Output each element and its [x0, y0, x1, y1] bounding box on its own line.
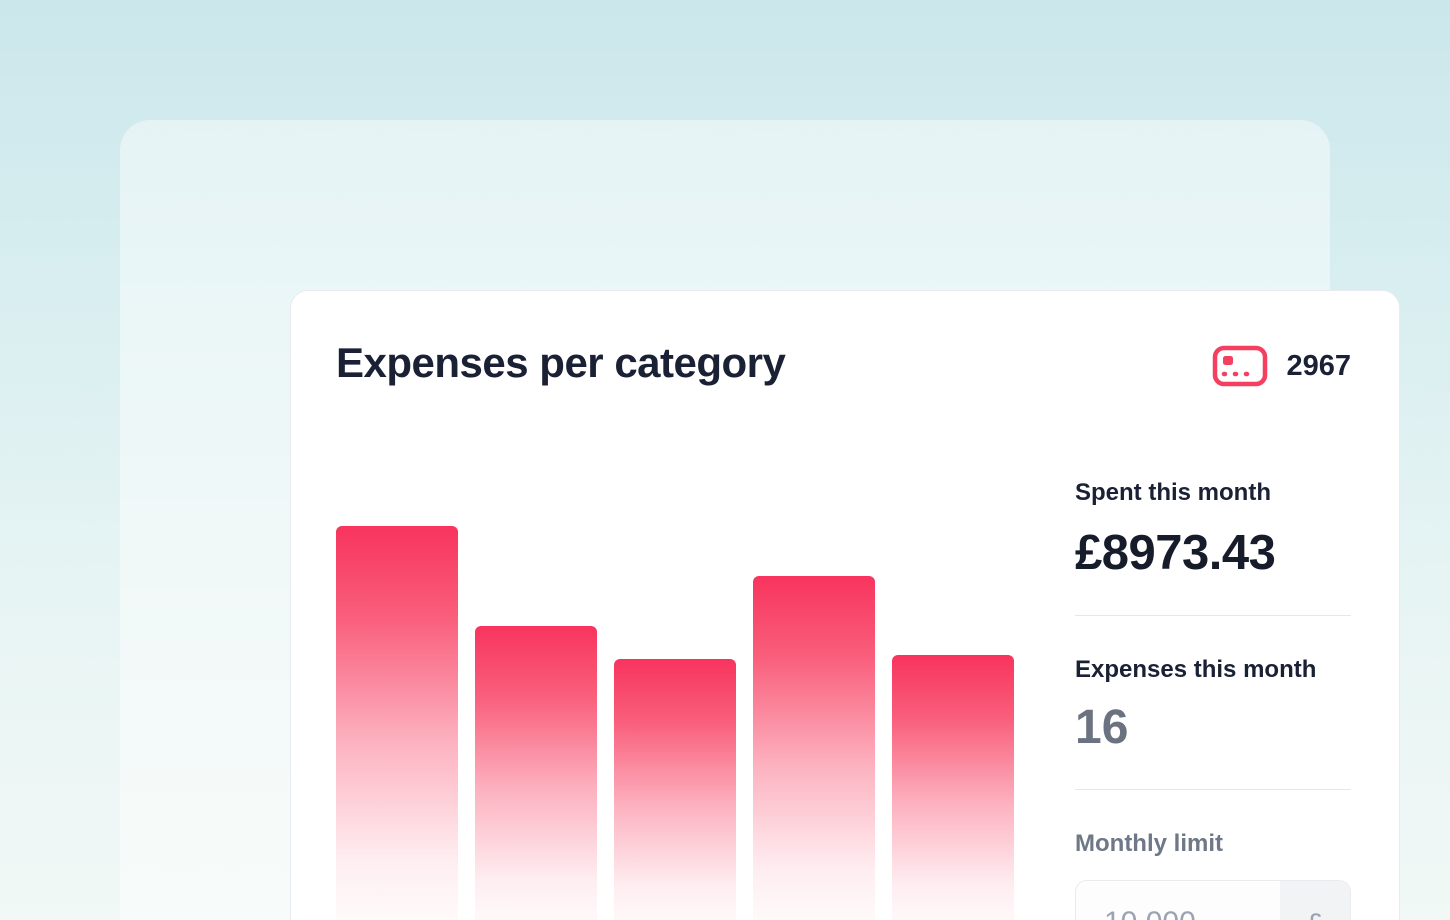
bar-meals	[475, 626, 597, 920]
divider	[1075, 789, 1351, 790]
bar-overnight	[892, 655, 1014, 920]
expenses-card: Expenses per category 2967 Public Transp…	[290, 290, 1400, 920]
expenses-bar-chart: Public TransportMealsAirlinesOthersOvern…	[336, 526, 1014, 920]
outer-card: Expenses per category 2967 Public Transp…	[120, 120, 1400, 920]
monthly-limit-input[interactable]	[1076, 881, 1280, 920]
bar-group: Public TransportMealsAirlinesOthersOvern…	[336, 526, 1014, 920]
stats-panel: Spent this month £8973.43 Expenses this …	[1075, 479, 1351, 920]
spent-label: Spent this month	[1075, 479, 1271, 506]
page-title: Expenses per category	[336, 339, 786, 386]
bar-column: Public Transport	[336, 526, 458, 920]
card-info: 2967	[1212, 345, 1351, 387]
bar-column: Overnight	[892, 655, 1014, 920]
currency-suffix: £	[1280, 881, 1350, 920]
monthly-limit-field[interactable]: £	[1075, 880, 1351, 920]
bar-column: Airlines	[614, 659, 736, 920]
bar-column: Meals	[475, 626, 597, 920]
bar-others	[753, 576, 875, 920]
expenses-label: Expenses this month	[1075, 656, 1317, 683]
monthly-limit-label: Monthly limit	[1075, 830, 1223, 857]
expenses-count: 16	[1075, 701, 1129, 754]
card-number: 2967	[1286, 349, 1351, 382]
bar-public-transport	[336, 526, 458, 920]
spent-value: £8973.43	[1075, 526, 1276, 580]
bar-column: Others	[753, 576, 875, 920]
bar-airlines	[614, 659, 736, 920]
credit-card-icon	[1212, 345, 1268, 387]
divider	[1075, 615, 1351, 616]
